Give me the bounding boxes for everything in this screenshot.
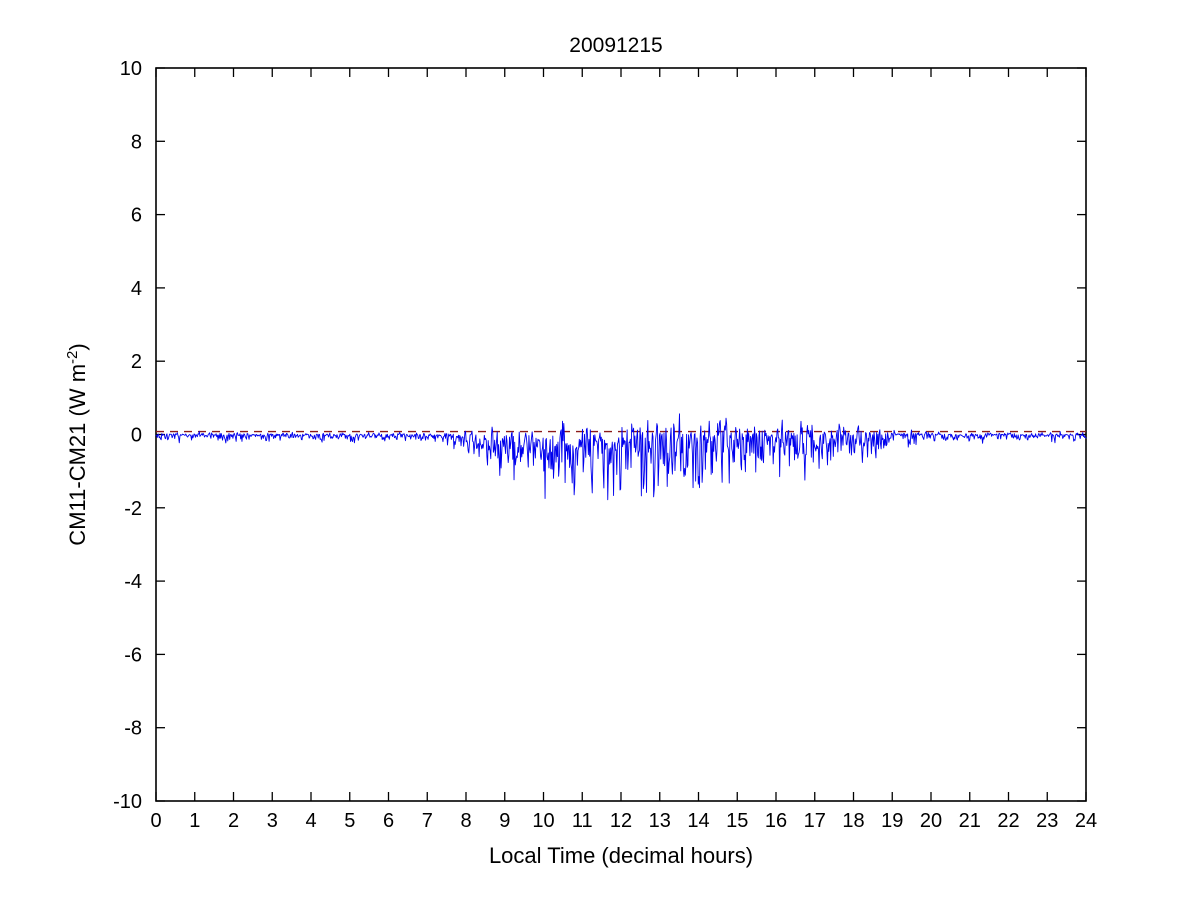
svg-text:8: 8	[131, 131, 142, 153]
svg-text:15: 15	[726, 810, 748, 832]
svg-text:17: 17	[804, 810, 826, 832]
svg-text:7: 7	[422, 810, 433, 832]
svg-text:18: 18	[842, 810, 864, 832]
svg-text:23: 23	[1036, 810, 1058, 832]
svg-text:-10: -10	[113, 791, 142, 813]
svg-text:24: 24	[1075, 810, 1097, 832]
svg-text:4: 4	[131, 278, 142, 300]
svg-text:20091215: 20091215	[569, 34, 662, 57]
svg-text:12: 12	[610, 810, 632, 832]
svg-text:2: 2	[131, 351, 142, 373]
svg-text:4: 4	[305, 810, 316, 832]
svg-text:9: 9	[499, 810, 510, 832]
svg-text:-2: -2	[124, 498, 142, 520]
svg-text:6: 6	[131, 205, 142, 227]
svg-text:3: 3	[267, 810, 278, 832]
svg-text:0: 0	[150, 810, 161, 832]
svg-text:11: 11	[572, 810, 593, 832]
svg-text:13: 13	[649, 810, 671, 832]
svg-text:21: 21	[959, 810, 981, 832]
svg-text:Local Time (decimal hours): Local Time (decimal hours)	[489, 843, 753, 868]
svg-text:16: 16	[765, 810, 787, 832]
svg-text:-8: -8	[124, 718, 142, 740]
svg-text:6: 6	[383, 810, 394, 832]
svg-text:-4: -4	[124, 571, 142, 593]
svg-text:CM11-CM21 (W m-2): CM11-CM21 (W m-2)	[64, 343, 91, 545]
svg-text:20: 20	[920, 810, 942, 832]
svg-text:8: 8	[460, 810, 471, 832]
svg-text:2: 2	[228, 810, 239, 832]
svg-text:0: 0	[131, 425, 142, 447]
svg-text:10: 10	[532, 810, 554, 832]
svg-text:1: 1	[189, 810, 200, 832]
svg-text:19: 19	[881, 810, 903, 832]
svg-text:14: 14	[687, 810, 709, 832]
svg-text:10: 10	[120, 58, 142, 80]
svg-text:5: 5	[344, 810, 355, 832]
svg-text:-6: -6	[124, 644, 142, 666]
svg-text:22: 22	[997, 810, 1019, 832]
